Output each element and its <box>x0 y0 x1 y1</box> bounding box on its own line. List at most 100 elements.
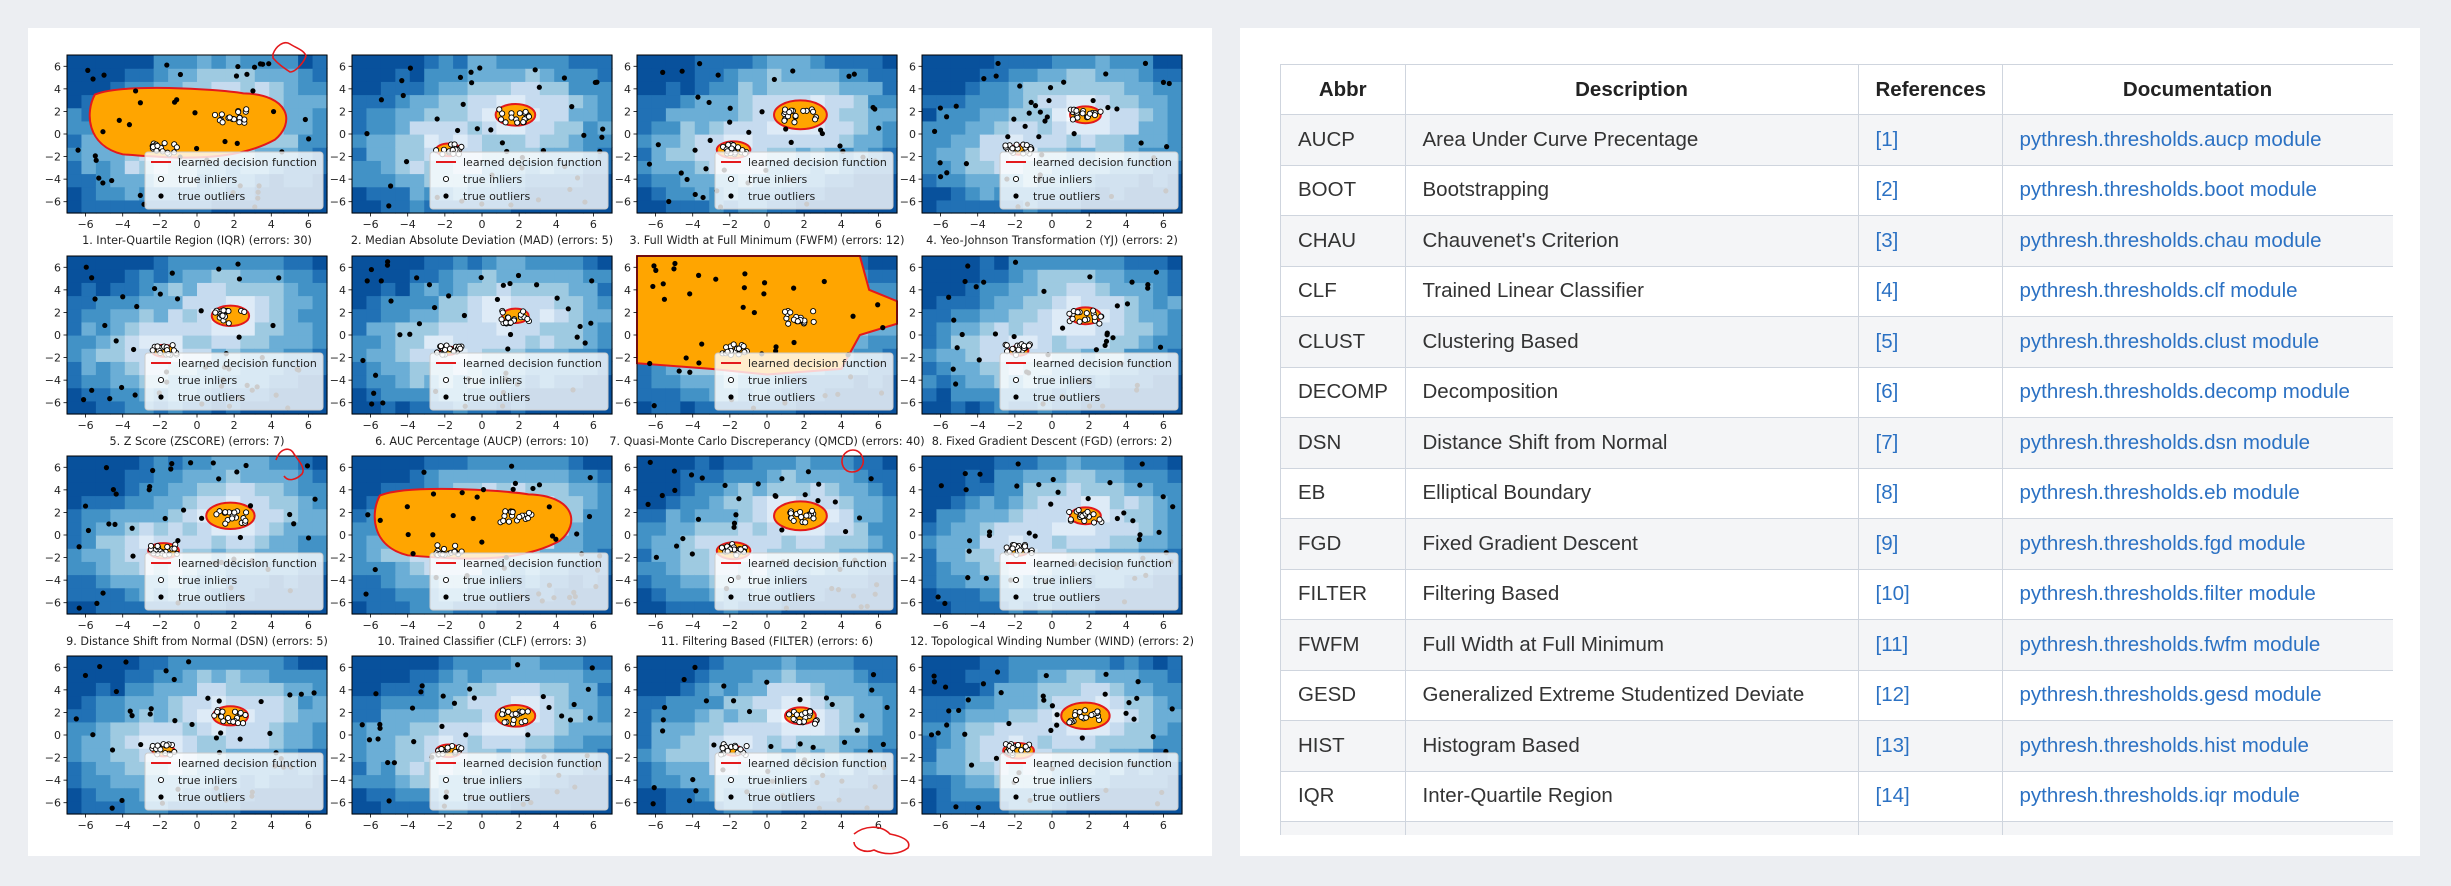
heatmap-cell <box>283 256 299 270</box>
heatmap-cell <box>597 120 613 135</box>
heatmap-cell <box>467 134 483 148</box>
heatmap-cell <box>568 321 584 336</box>
heatmap-cell <box>597 81 613 96</box>
outlier-point <box>276 275 282 281</box>
inlier-point <box>1090 511 1097 518</box>
heatmap-cell <box>153 495 169 510</box>
outlier-point <box>533 282 540 288</box>
y-tick-label: −2 <box>900 552 916 565</box>
heatmap-cell <box>694 561 710 576</box>
heatmap-cell <box>950 134 966 148</box>
heatmap-cell <box>651 495 667 510</box>
heatmap-cell <box>1052 521 1068 536</box>
heatmap-cell <box>110 348 126 362</box>
heatmap-cell <box>597 669 613 683</box>
heatmap-cell <box>67 295 83 310</box>
y-tick-label: 6 <box>624 60 631 73</box>
outlier-point <box>508 463 515 469</box>
heatmap-cell <box>67 695 83 710</box>
heatmap-cell <box>168 495 184 510</box>
heatmap-cell <box>1153 456 1169 470</box>
inlier-point <box>154 142 161 149</box>
heatmap-cell <box>583 521 599 536</box>
heatmap-cell <box>767 68 783 82</box>
heatmap-cell <box>380 682 396 697</box>
heatmap-cell <box>936 361 952 376</box>
heatmap-cell <box>1124 535 1140 549</box>
heatmap-cell <box>1095 295 1111 310</box>
heatmap-cell <box>438 656 454 670</box>
outlier-point <box>695 516 702 522</box>
outlier-point <box>696 360 702 366</box>
outlier-point <box>805 469 812 475</box>
heatmap-cell <box>380 574 396 589</box>
heatmap-cell <box>1153 335 1169 349</box>
heatmap-cell <box>979 535 995 549</box>
outlier-point <box>234 469 240 475</box>
heatmap-cell <box>395 387 411 402</box>
heatmap-cell <box>139 269 155 283</box>
heatmap-cell <box>709 708 725 723</box>
heatmap-cell <box>882 107 898 122</box>
outlier-point <box>600 126 606 132</box>
heatmap-cell <box>438 81 454 96</box>
heatmap-cell <box>254 335 270 349</box>
outlier-point <box>434 116 440 122</box>
heatmap-cell <box>1167 107 1183 122</box>
heatmap-cell <box>651 656 667 670</box>
heatmap-cell <box>124 748 140 762</box>
outlier-point <box>567 717 574 723</box>
outlier-point <box>937 160 943 166</box>
heatmap-cell <box>67 774 83 789</box>
inlier-point <box>791 119 798 126</box>
outlier-point <box>410 551 416 557</box>
outlier-point <box>713 276 719 282</box>
heatmap-cell <box>139 495 155 510</box>
heatmap-cell <box>882 495 898 510</box>
outlier-point <box>1061 79 1067 85</box>
heatmap-cell <box>467 656 483 670</box>
heatmap-cell <box>352 800 368 815</box>
heatmap-cell <box>95 374 111 389</box>
inlier-point <box>524 315 531 322</box>
x-tick-label: 6 <box>590 619 597 632</box>
heatmap-cell <box>124 321 140 336</box>
heatmap-cell <box>424 134 440 148</box>
heatmap-cell <box>197 482 213 497</box>
heatmap-cell <box>694 134 710 148</box>
inlier-point <box>1066 508 1073 516</box>
heatmap-cell <box>965 147 981 161</box>
outlier-point <box>880 741 886 747</box>
heatmap-cell <box>882 656 898 670</box>
heatmap-cell <box>1066 120 1082 135</box>
outlier-point <box>1090 97 1096 104</box>
heatmap-cell <box>1052 495 1068 510</box>
inlier-point <box>810 308 817 315</box>
inlier-point <box>438 746 445 753</box>
heatmap-cell <box>81 708 97 723</box>
heatmap-cell <box>482 282 498 297</box>
outlier-point <box>198 308 204 314</box>
heatmap-cell <box>723 456 739 470</box>
heatmap-cell <box>936 81 952 96</box>
heatmap-cell <box>868 456 884 470</box>
heatmap-cell <box>882 669 898 683</box>
heatmap-cell <box>240 735 256 749</box>
y-tick-label: 6 <box>624 261 631 274</box>
outlier-point <box>755 481 761 487</box>
heatmap-cell <box>680 400 696 415</box>
heatmap-cell <box>810 469 826 483</box>
heatmap-cell <box>1153 68 1169 82</box>
heatmap-cell <box>965 134 981 148</box>
heatmap-cell <box>1138 68 1154 82</box>
inlier-point <box>234 720 242 727</box>
outlier-point <box>419 683 425 689</box>
heatmap-cell <box>709 495 725 510</box>
heatmap-cell <box>95 548 111 562</box>
heatmap-cell <box>409 600 425 615</box>
outlier-point <box>234 140 240 146</box>
heatmap-cell <box>554 256 570 270</box>
heatmap-cell <box>752 55 768 69</box>
legend-box <box>714 352 894 411</box>
heatmap-cell <box>366 94 382 109</box>
